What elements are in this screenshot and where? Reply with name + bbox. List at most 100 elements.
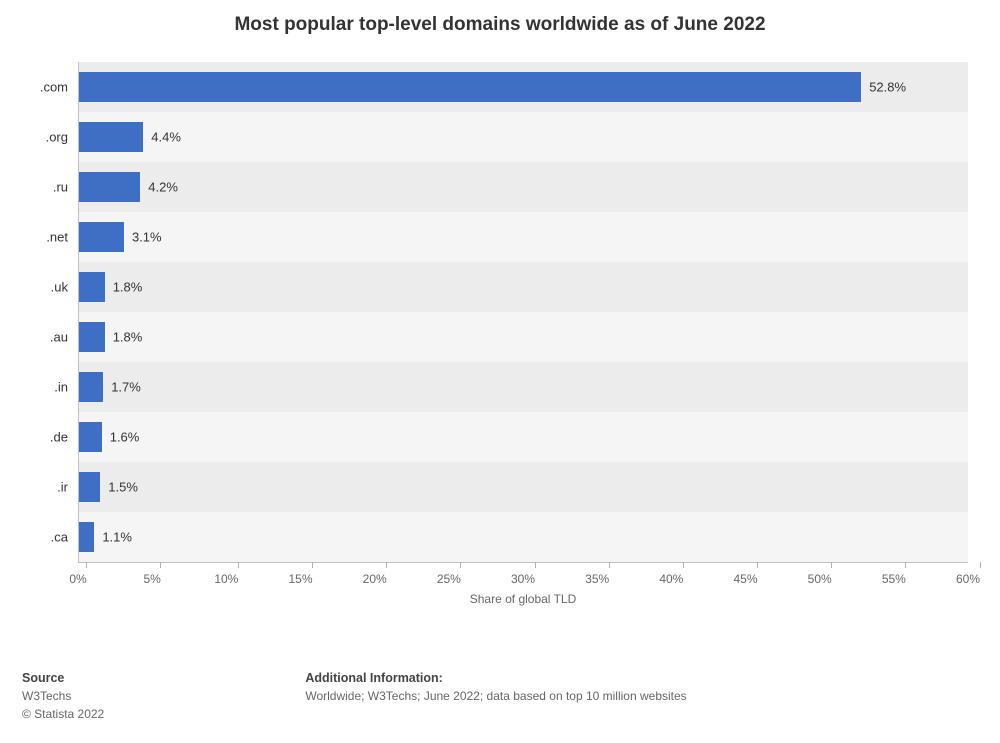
tick-mark — [386, 562, 387, 568]
bar — [78, 372, 103, 402]
tick-label: 35% — [585, 572, 609, 586]
x-tick: 45% — [746, 562, 770, 586]
tick-mark — [757, 562, 758, 568]
category-label: .net — [46, 230, 68, 245]
category-label: .uk — [51, 280, 68, 295]
bar — [78, 472, 100, 502]
tick-mark — [238, 562, 239, 568]
tick-mark — [160, 562, 161, 568]
tick-label: 25% — [437, 572, 461, 586]
category-label: .org — [46, 130, 68, 145]
value-label: 1.5% — [108, 480, 138, 495]
x-tick: 20% — [375, 562, 399, 586]
value-label: 1.6% — [110, 430, 140, 445]
row-background — [78, 412, 968, 462]
value-label: 1.1% — [102, 530, 132, 545]
bar-row: .ru4.2% — [78, 162, 968, 212]
value-label: 3.1% — [132, 230, 162, 245]
chart-footer: Source W3Techs © Statista 2022 Additiona… — [22, 671, 978, 723]
bar — [78, 322, 105, 352]
value-label: 1.7% — [111, 380, 141, 395]
bar-row: .net3.1% — [78, 212, 968, 262]
chart-area: .com52.8%.org4.4%.ru4.2%.net3.1%.uk1.8%.… — [78, 62, 968, 592]
category-label: .ca — [51, 530, 68, 545]
bar — [78, 422, 102, 452]
value-label: 1.8% — [113, 330, 143, 345]
x-axis: 0%5%10%15%20%25%30%35%40%45%50%55%60% — [78, 562, 968, 592]
row-background — [78, 262, 968, 312]
bar-row: .uk1.8% — [78, 262, 968, 312]
row-background — [78, 162, 968, 212]
category-label: .ir — [57, 480, 68, 495]
category-label: .au — [50, 330, 68, 345]
plot-area: .com52.8%.org4.4%.ru4.2%.net3.1%.uk1.8%.… — [78, 62, 968, 562]
bar — [78, 272, 105, 302]
bar — [78, 172, 140, 202]
tick-mark — [905, 562, 906, 568]
bar — [78, 222, 124, 252]
tick-mark — [460, 562, 461, 568]
tick-label: 60% — [956, 572, 980, 586]
x-tick: 60% — [968, 562, 992, 586]
category-label: .in — [54, 380, 68, 395]
tick-label: 30% — [511, 572, 535, 586]
tick-label: 5% — [143, 572, 160, 586]
x-tick: 40% — [671, 562, 695, 586]
row-background — [78, 362, 968, 412]
tick-mark — [609, 562, 610, 568]
tick-mark — [312, 562, 313, 568]
tick-label: 20% — [363, 572, 387, 586]
category-label: .ru — [53, 180, 68, 195]
source-heading: Source — [22, 671, 302, 685]
bar-row: .au1.8% — [78, 312, 968, 362]
source-name: W3Techs — [22, 687, 302, 705]
tick-label: 10% — [214, 572, 238, 586]
bar — [78, 522, 94, 552]
category-label: .de — [50, 430, 68, 445]
tick-mark — [831, 562, 832, 568]
copyright-text: © Statista 2022 — [22, 705, 302, 723]
bar — [78, 122, 143, 152]
tick-label: 50% — [808, 572, 832, 586]
x-tick: 25% — [449, 562, 473, 586]
x-tick: 35% — [597, 562, 621, 586]
row-background — [78, 312, 968, 362]
info-heading: Additional Information: — [305, 671, 905, 685]
value-label: 4.2% — [148, 180, 178, 195]
bar-row: .org4.4% — [78, 112, 968, 162]
x-tick: 15% — [301, 562, 325, 586]
x-axis-title: Share of global TLD — [470, 592, 577, 606]
x-tick: 30% — [523, 562, 547, 586]
chart-title: Most popular top-level domains worldwide… — [0, 0, 1000, 56]
bar — [78, 72, 861, 102]
category-label: .com — [40, 80, 68, 95]
x-tick: 0% — [78, 562, 95, 586]
bar-row: .ir1.5% — [78, 462, 968, 512]
tick-mark — [86, 562, 87, 568]
value-label: 4.4% — [151, 130, 181, 145]
tick-label: 45% — [733, 572, 757, 586]
tick-label: 15% — [288, 572, 312, 586]
tick-mark — [980, 562, 981, 568]
x-tick: 5% — [152, 562, 169, 586]
y-axis-line — [78, 62, 79, 562]
row-background — [78, 112, 968, 162]
tick-label: 40% — [659, 572, 683, 586]
row-background — [78, 462, 968, 512]
x-tick: 50% — [820, 562, 844, 586]
tick-mark — [535, 562, 536, 568]
tick-label: 55% — [882, 572, 906, 586]
tick-mark — [683, 562, 684, 568]
row-background — [78, 512, 968, 562]
row-background — [78, 212, 968, 262]
bar-row: .in1.7% — [78, 362, 968, 412]
tick-label: 0% — [69, 572, 86, 586]
bar-row: .de1.6% — [78, 412, 968, 462]
x-tick: 10% — [226, 562, 250, 586]
info-text: Worldwide; W3Techs; June 2022; data base… — [305, 687, 905, 705]
value-label: 52.8% — [869, 80, 906, 95]
bar-row: .ca1.1% — [78, 512, 968, 562]
bar-row: .com52.8% — [78, 62, 968, 112]
x-tick: 55% — [894, 562, 918, 586]
value-label: 1.8% — [113, 280, 143, 295]
